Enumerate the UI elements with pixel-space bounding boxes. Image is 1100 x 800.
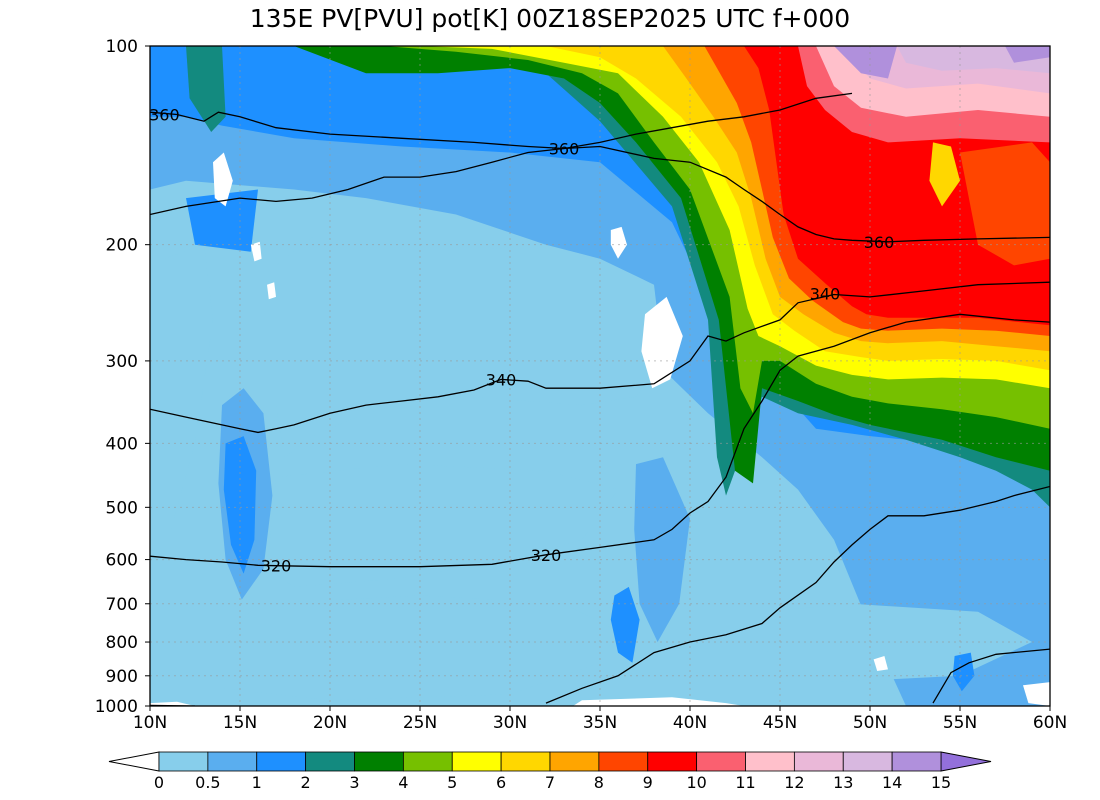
pv-region-2 bbox=[634, 457, 690, 642]
pv-region-40 bbox=[1023, 682, 1050, 706]
contour-label-3: 340 bbox=[810, 284, 841, 303]
pv-region-31 bbox=[186, 189, 258, 252]
pv-region-33 bbox=[610, 226, 627, 259]
x-tick-label-9: 55N bbox=[943, 713, 977, 733]
x-tick-label-5: 35N bbox=[583, 713, 617, 733]
colorbar-swatch-11 bbox=[696, 751, 746, 772]
x-tick-label-6: 40N bbox=[673, 713, 707, 733]
pv-region-25 bbox=[276, 237, 663, 458]
contour-label-1: 360 bbox=[549, 140, 580, 159]
x-tick-label-4: 30N bbox=[493, 713, 527, 733]
pv-region-29 bbox=[610, 586, 640, 663]
pv-region-6 bbox=[186, 46, 226, 132]
colorbar-tick-label-16: 15 bbox=[931, 773, 951, 792]
y-tick-label-5: 600 bbox=[106, 551, 138, 571]
pv-region-21 bbox=[960, 142, 1050, 266]
colorbar-swatch-12 bbox=[745, 751, 795, 772]
colorbar-tick-label-5: 4 bbox=[398, 773, 408, 792]
contour-label-layer: 360 360 360 340 340 320 320 bbox=[149, 106, 895, 576]
colorbar-tick-label-11: 10 bbox=[686, 773, 706, 792]
colorbar-tick-label-6: 5 bbox=[447, 773, 457, 792]
pv-region-3 bbox=[223, 436, 257, 574]
colorbar-tick-label-9: 8 bbox=[594, 773, 604, 792]
x-tick-label-7: 45N bbox=[763, 713, 797, 733]
y-tick-label-1: 200 bbox=[106, 236, 138, 256]
colorbar-tick-label-15: 14 bbox=[882, 773, 902, 792]
pv-region-39 bbox=[873, 656, 888, 671]
pv-region-22 bbox=[929, 142, 960, 207]
theta-contour-layer bbox=[150, 92, 1050, 706]
contour-label-4: 340 bbox=[486, 370, 517, 389]
colorbar-swatch-13 bbox=[793, 751, 844, 772]
colorbar-tick-label-4: 3 bbox=[349, 773, 359, 792]
colorbar-tick-label-7: 6 bbox=[496, 773, 506, 792]
y-tick-label-9: 1000 bbox=[95, 697, 138, 717]
theta-contour-3 bbox=[150, 313, 1050, 568]
contour-label-0: 360 bbox=[149, 106, 180, 125]
colorbar-tick-label-12: 11 bbox=[735, 773, 755, 792]
x-axis: 10N 15N 20N 25N 30N 35N 40N 45N 50N 55N 60N bbox=[133, 706, 1067, 733]
colorbar-swatch-9 bbox=[598, 751, 649, 772]
colorbar-swatch-6 bbox=[451, 751, 502, 772]
pv-fill-layer bbox=[150, 46, 1050, 706]
colorbar-swatch-2 bbox=[256, 751, 307, 772]
colorbar-under-arrow bbox=[108, 751, 160, 772]
colorbar-swatch-8 bbox=[549, 751, 600, 772]
chart-title: 135E PV[PVU] pot[K] 00Z18SEP2025 UTC f+0… bbox=[249, 4, 851, 33]
colorbar-swatch-5 bbox=[402, 751, 453, 772]
pv-region-20 bbox=[888, 162, 933, 245]
colorbar-over-arrow bbox=[940, 751, 992, 772]
y-tick-label-2: 300 bbox=[106, 352, 138, 372]
contour-label-6: 320 bbox=[531, 546, 562, 565]
x-tick-label-3: 25N bbox=[403, 713, 437, 733]
contour-label-2: 360 bbox=[864, 233, 895, 252]
y-tick-label-3: 400 bbox=[106, 434, 138, 454]
colorbar-tick-label-10: 9 bbox=[643, 773, 653, 792]
theta-contour-0 bbox=[150, 92, 853, 216]
theta-contour-4 bbox=[545, 485, 1050, 704]
pv-region-34 bbox=[250, 241, 262, 262]
pv-region-32 bbox=[213, 152, 233, 207]
colorbar-swatch-4 bbox=[354, 751, 404, 772]
pv-region-24 bbox=[150, 244, 213, 560]
colorbar-swatch-1 bbox=[207, 751, 258, 772]
colorbar-tick-label-0: 0 bbox=[154, 773, 164, 792]
y-tick-label-8: 900 bbox=[106, 667, 138, 687]
y-tick-label-6: 700 bbox=[106, 595, 138, 615]
colorbar-tick-label-14: 13 bbox=[833, 773, 853, 792]
x-tick-label-10: 60N bbox=[1033, 713, 1067, 733]
colorbar-tick-label-3: 2 bbox=[301, 773, 311, 792]
colorbar-swatch-14 bbox=[842, 751, 893, 772]
x-tick-label-2: 20N bbox=[313, 713, 347, 733]
pv-region-36 bbox=[641, 296, 683, 389]
colorbar-tick-label-13: 12 bbox=[784, 773, 804, 792]
y-tick-label-7: 800 bbox=[106, 633, 138, 653]
x-tick-label-8: 50N bbox=[853, 713, 887, 733]
colorbar-tick-label-1: 0.5 bbox=[195, 773, 220, 792]
pv-region-18 bbox=[1005, 46, 1050, 63]
colorbar-swatch-15 bbox=[891, 751, 942, 772]
pv-region-35 bbox=[267, 282, 276, 300]
colorbar: 0 0.5 1 2 3 4 5 6 7 8 9 10 11 12 13 14 15 bbox=[108, 751, 992, 792]
y-tick-label-4: 500 bbox=[106, 498, 138, 518]
x-tick-label-1: 15N bbox=[223, 713, 257, 733]
colorbar-swatch-0 bbox=[158, 751, 209, 772]
theta-contour-5 bbox=[932, 648, 1050, 704]
theta-contour-2 bbox=[150, 281, 1050, 434]
theta-contour-1 bbox=[150, 111, 1050, 243]
colorbar-swatch-7 bbox=[500, 751, 551, 772]
y-axis: 100 200 300 400 500 600 700 800 900 1000 bbox=[95, 37, 150, 717]
y-tick-label-0: 100 bbox=[106, 37, 138, 57]
colorbar-swatch-10 bbox=[647, 751, 698, 772]
pv-region-38 bbox=[573, 697, 744, 706]
pv-region-19 bbox=[834, 46, 897, 79]
colorbar-tick-label-2: 1 bbox=[252, 773, 262, 792]
contour-label-5: 320 bbox=[261, 557, 292, 576]
pv-region-26 bbox=[267, 464, 618, 587]
grid-layer bbox=[150, 46, 1050, 706]
colorbar-tick-label-8: 7 bbox=[545, 773, 555, 792]
colorbar-swatch-3 bbox=[305, 751, 355, 772]
x-tick-label-0: 10N bbox=[133, 713, 167, 733]
